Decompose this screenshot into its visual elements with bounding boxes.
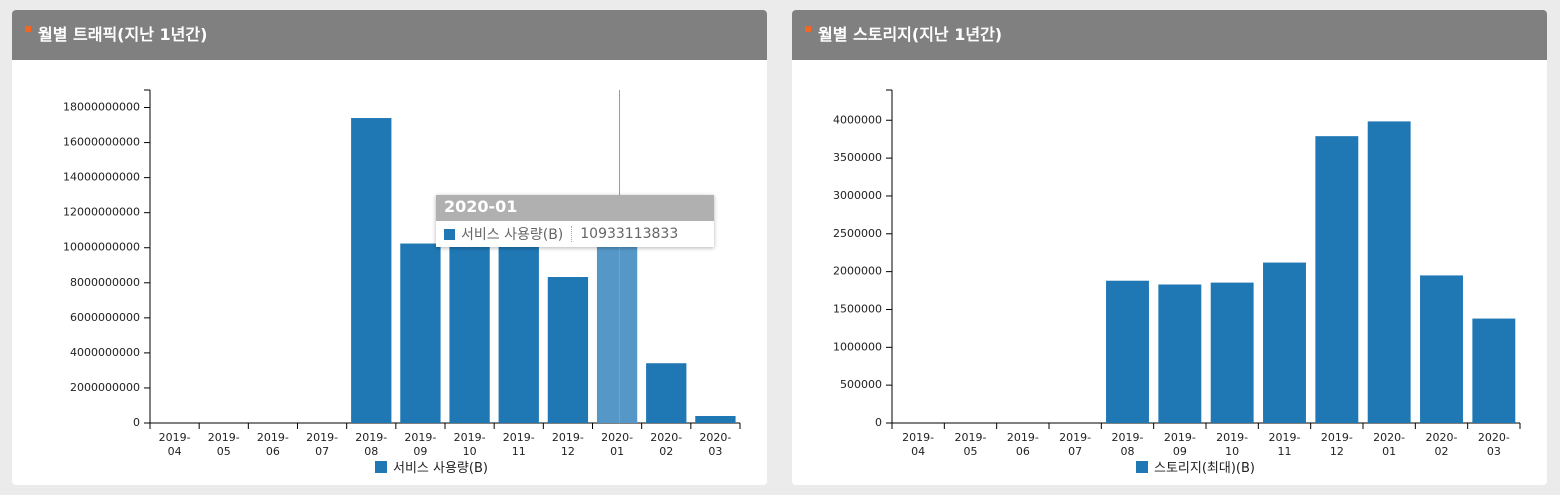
x-tick-label: 2019-06: [1006, 431, 1039, 458]
x-tick-label: 2019-04: [158, 431, 191, 458]
tooltip-value: 10933113833: [571, 226, 686, 242]
y-tick-label: 4000000000: [70, 346, 140, 359]
bar: [498, 245, 539, 423]
chart: 0 2000000000 4000000000 6000000000 800000000…: [63, 89, 741, 429]
x-tick-label: 2019-04: [902, 431, 935, 458]
bar: [400, 243, 441, 423]
bar: [449, 242, 490, 423]
x-tick-label: 2019-12: [551, 431, 584, 458]
x-tick-label: 2019-05: [207, 431, 240, 458]
x-tick-label: 2019-09: [1163, 431, 1196, 458]
x-tick-label: 2019-11: [502, 431, 535, 458]
y-tick-label: 1500000: [833, 302, 882, 315]
x-tick-label: 2019-09: [404, 431, 437, 458]
y-tick-label: 12000000000: [63, 206, 140, 219]
bar: [1420, 275, 1463, 423]
x-tick-label: 2019-10: [453, 431, 486, 458]
panel-title: 월별 트래픽(지난 1년간): [12, 10, 767, 60]
y-tick-label: 8000000000: [70, 276, 140, 289]
x-tick-label: 2020-01: [601, 431, 634, 458]
x-tick-label: 2019-12: [1320, 431, 1353, 458]
y-tick-label: 18000000000: [63, 101, 140, 114]
x-tick-label: 2019-08: [355, 431, 388, 458]
y-tick-label: 3500000: [833, 151, 882, 164]
panel-title: 월별 스토리지(지난 1년간): [792, 10, 1547, 60]
x-tick-label: 2020-01: [1373, 431, 1406, 458]
x-tick-label: 2020-02: [1425, 431, 1458, 458]
bar: [1210, 282, 1254, 423]
x-tick-label: 2019-07: [306, 431, 339, 458]
x-tick-label: 2019-11: [1268, 431, 1301, 458]
y-tick-label: 3000000: [833, 189, 882, 202]
legend: 서비스 사용량(B): [375, 457, 488, 476]
y-tick-label: 14000000000: [63, 171, 140, 184]
y-tick-label: 4000000: [833, 113, 882, 126]
legend-swatch: [1136, 460, 1148, 473]
x-tick-label: 2020-03: [1477, 431, 1510, 458]
y-tick-label: 6000000000: [70, 311, 140, 324]
bar: [1472, 318, 1516, 423]
y-tick-label: 2500000: [833, 227, 882, 240]
legend-swatch: [375, 460, 387, 473]
x-tick-label: 2019-10: [1216, 431, 1249, 458]
bar: [695, 415, 736, 423]
bar: [1367, 121, 1411, 423]
x-tick-label: 2019-07: [1059, 431, 1092, 458]
x-tick-label: 2019-06: [256, 431, 289, 458]
y-tick-label: 1000000: [833, 340, 882, 353]
y-tick-label: 0: [875, 416, 882, 429]
bar: [1315, 136, 1359, 424]
y-tick-label: 2000000: [833, 265, 882, 278]
tooltip-title: 2020-01: [436, 195, 714, 221]
y-tick-label: 2000000000: [70, 381, 140, 394]
bar: [596, 231, 638, 423]
y-tick-label: 10000000000: [63, 241, 140, 254]
x-tick-label: 2019-08: [1111, 431, 1144, 458]
x-tick-label: 2019-05: [954, 431, 987, 458]
panel: 월별 트래픽(지난 1년간) 0 2000000000 4000000000 6000…: [12, 10, 767, 485]
y-tick-label: 16000000000: [63, 136, 140, 149]
tooltip-row: 서비스 사용량(B) 10933113833: [436, 221, 714, 247]
bar: [351, 118, 392, 423]
bar: [547, 277, 589, 423]
tooltip-swatch: [444, 229, 455, 240]
bar: [1106, 280, 1149, 423]
legend-label: 서비스 사용량(B): [393, 461, 488, 476]
tooltip-series: 서비스 사용량(B): [436, 224, 571, 244]
bar: [1158, 284, 1202, 423]
tooltip-name: 서비스 사용량(B): [461, 227, 564, 243]
x-tick-label: 2020-03: [699, 431, 732, 458]
bar: [646, 363, 687, 423]
y-tick-label: 500000: [840, 378, 882, 391]
y-tick-label: 0: [133, 416, 140, 429]
bar: [1263, 262, 1306, 423]
legend: 스토리지(최대)(B): [1136, 457, 1255, 476]
panel: 월별 스토리지(지난 1년간) 0 500000 1000000 1500000 200…: [792, 10, 1547, 485]
legend-label: 스토리지(최대)(B): [1154, 461, 1255, 476]
chart: 0 500000 1000000 1500000 2000000 2500000 30000…: [833, 89, 1521, 429]
tooltip: 2020-01 서비스 사용량(B) 10933113833: [436, 195, 714, 247]
x-tick-label: 2020-02: [650, 431, 683, 458]
